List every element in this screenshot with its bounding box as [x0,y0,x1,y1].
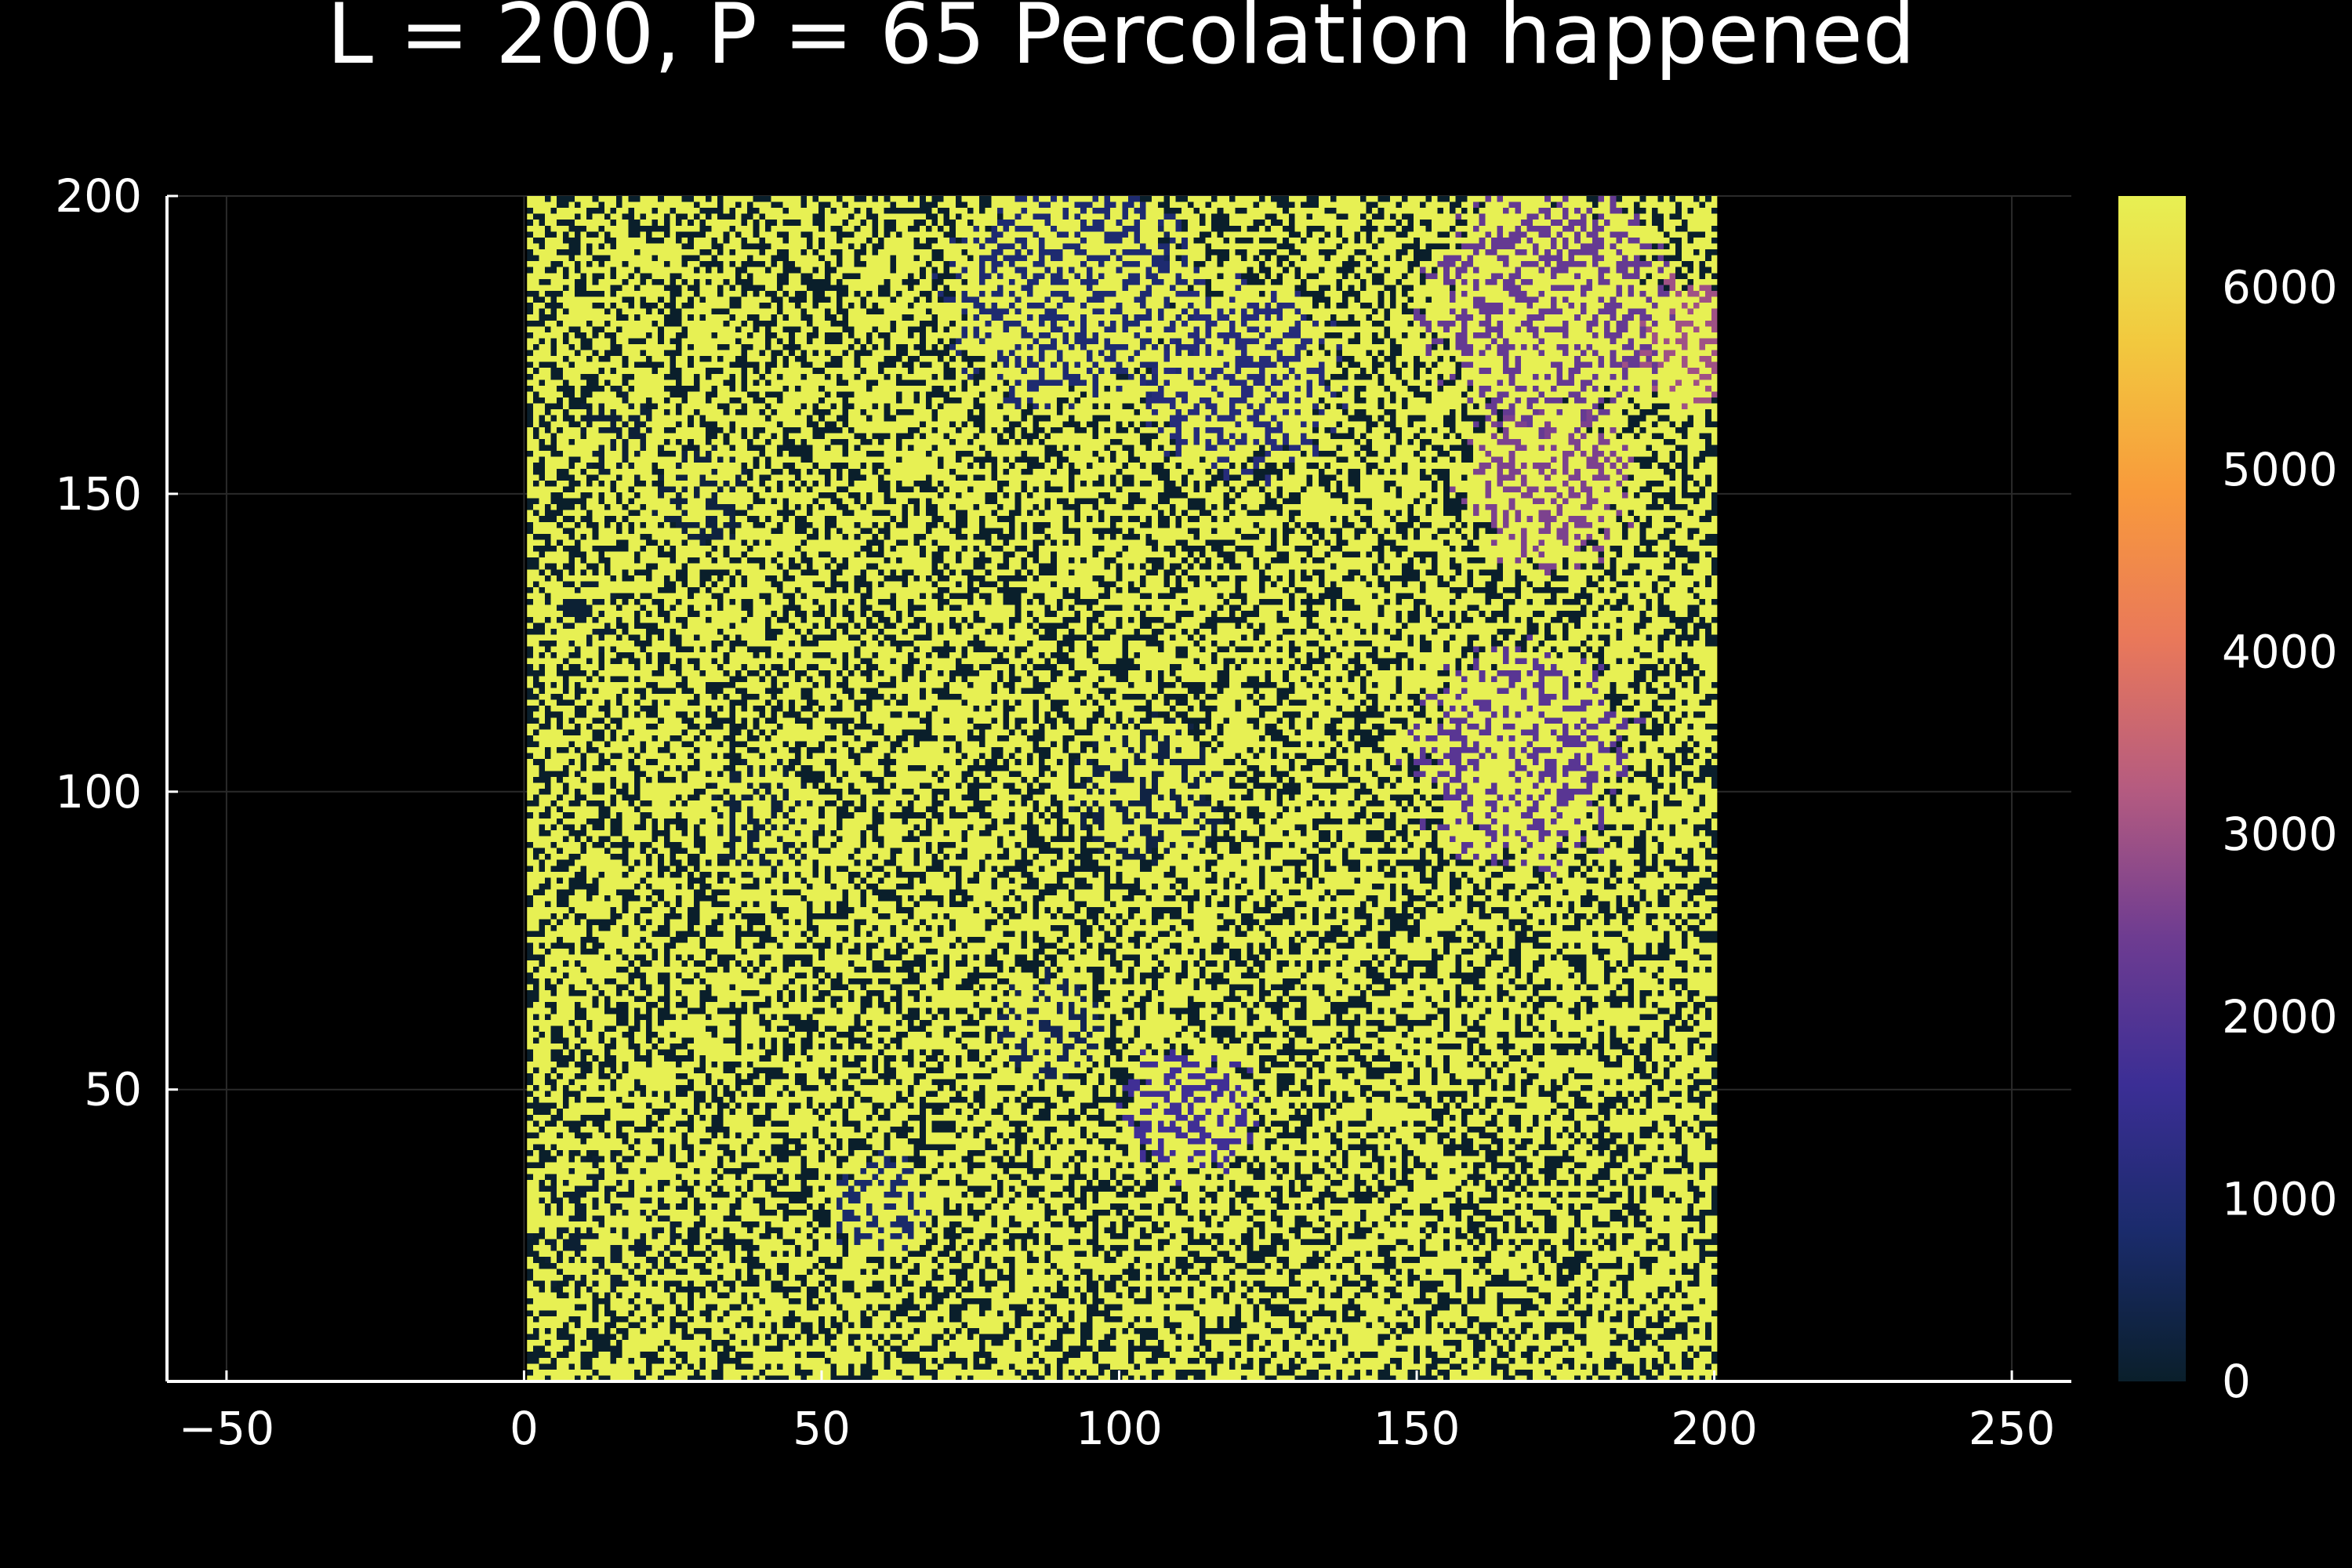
y-tick-label: 50 [84,1063,142,1116]
colorbar-tick-label: 2000 [2222,990,2338,1044]
colorbar-tick-label: 1000 [2222,1172,2338,1225]
x-axis-ticks: −50 0 50 100 150 200 250 [179,1370,2056,1455]
colorbar-tick-label: 6000 [2222,260,2338,314]
chart-title: L = 200, P = 65 Percolation happened [327,0,1915,82]
colorbar: 0 1000 2000 3000 4000 5000 6000 [2118,196,2338,1408]
y-tick-label: 200 [55,169,142,223]
x-tick-label: 50 [793,1402,851,1455]
colorbar-tick-label: 5000 [2222,443,2338,496]
x-tick-label: 0 [510,1402,539,1455]
colorbar-tick-label: 0 [2222,1355,2251,1408]
colorbar-gradient [2118,196,2186,1381]
y-tick-label: 100 [55,765,142,818]
heatmap-layer [527,196,1718,1381]
colorbar-tick-label: 3000 [2222,808,2338,861]
x-tick-label: −50 [179,1402,274,1455]
x-tick-label: 250 [1969,1402,2056,1455]
colorbar-tick-label: 4000 [2222,626,2338,679]
x-tick-label: 150 [1374,1402,1461,1455]
x-tick-label: 100 [1076,1402,1163,1455]
x-tick-label: 200 [1671,1402,1758,1455]
heatmap-cells [527,196,1718,1381]
y-axis-ticks: 50 100 150 200 [55,169,178,1116]
y-tick-label: 150 [55,467,142,521]
